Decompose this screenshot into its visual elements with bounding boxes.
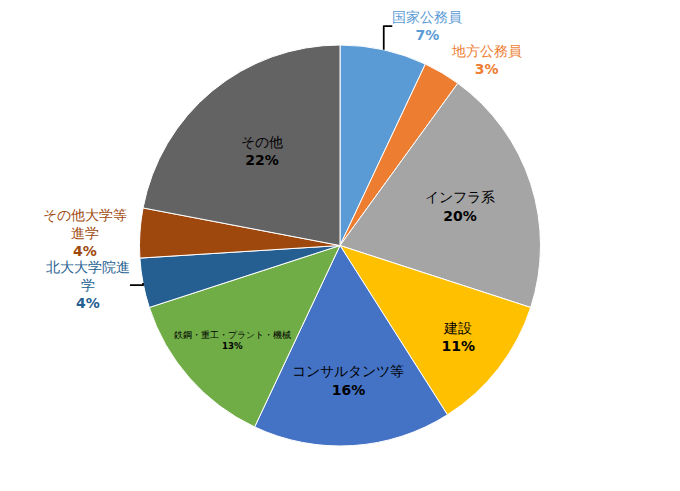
svg-text:コンサルタンツ等16%: コンサルタンツ等16% (292, 363, 404, 397)
svg-text:国家公務員7%: 国家公務員7% (392, 9, 462, 43)
svg-text:建設11%: 建設11% (442, 320, 476, 354)
svg-text:その他22%: その他22% (241, 134, 283, 168)
svg-text:インフラ系20%: インフラ系20% (425, 189, 495, 223)
svg-text:地方公務員3%: 地方公務員3% (451, 43, 522, 77)
svg-text:北大大学院進学4%: 北大大学院進学4% (46, 259, 130, 311)
svg-text:鉄鋼・重工・プラント・機械13%: 鉄鋼・重工・プラント・機械13% (174, 330, 291, 351)
svg-text:その他大学等進学4%: その他大学等進学4% (43, 207, 127, 259)
